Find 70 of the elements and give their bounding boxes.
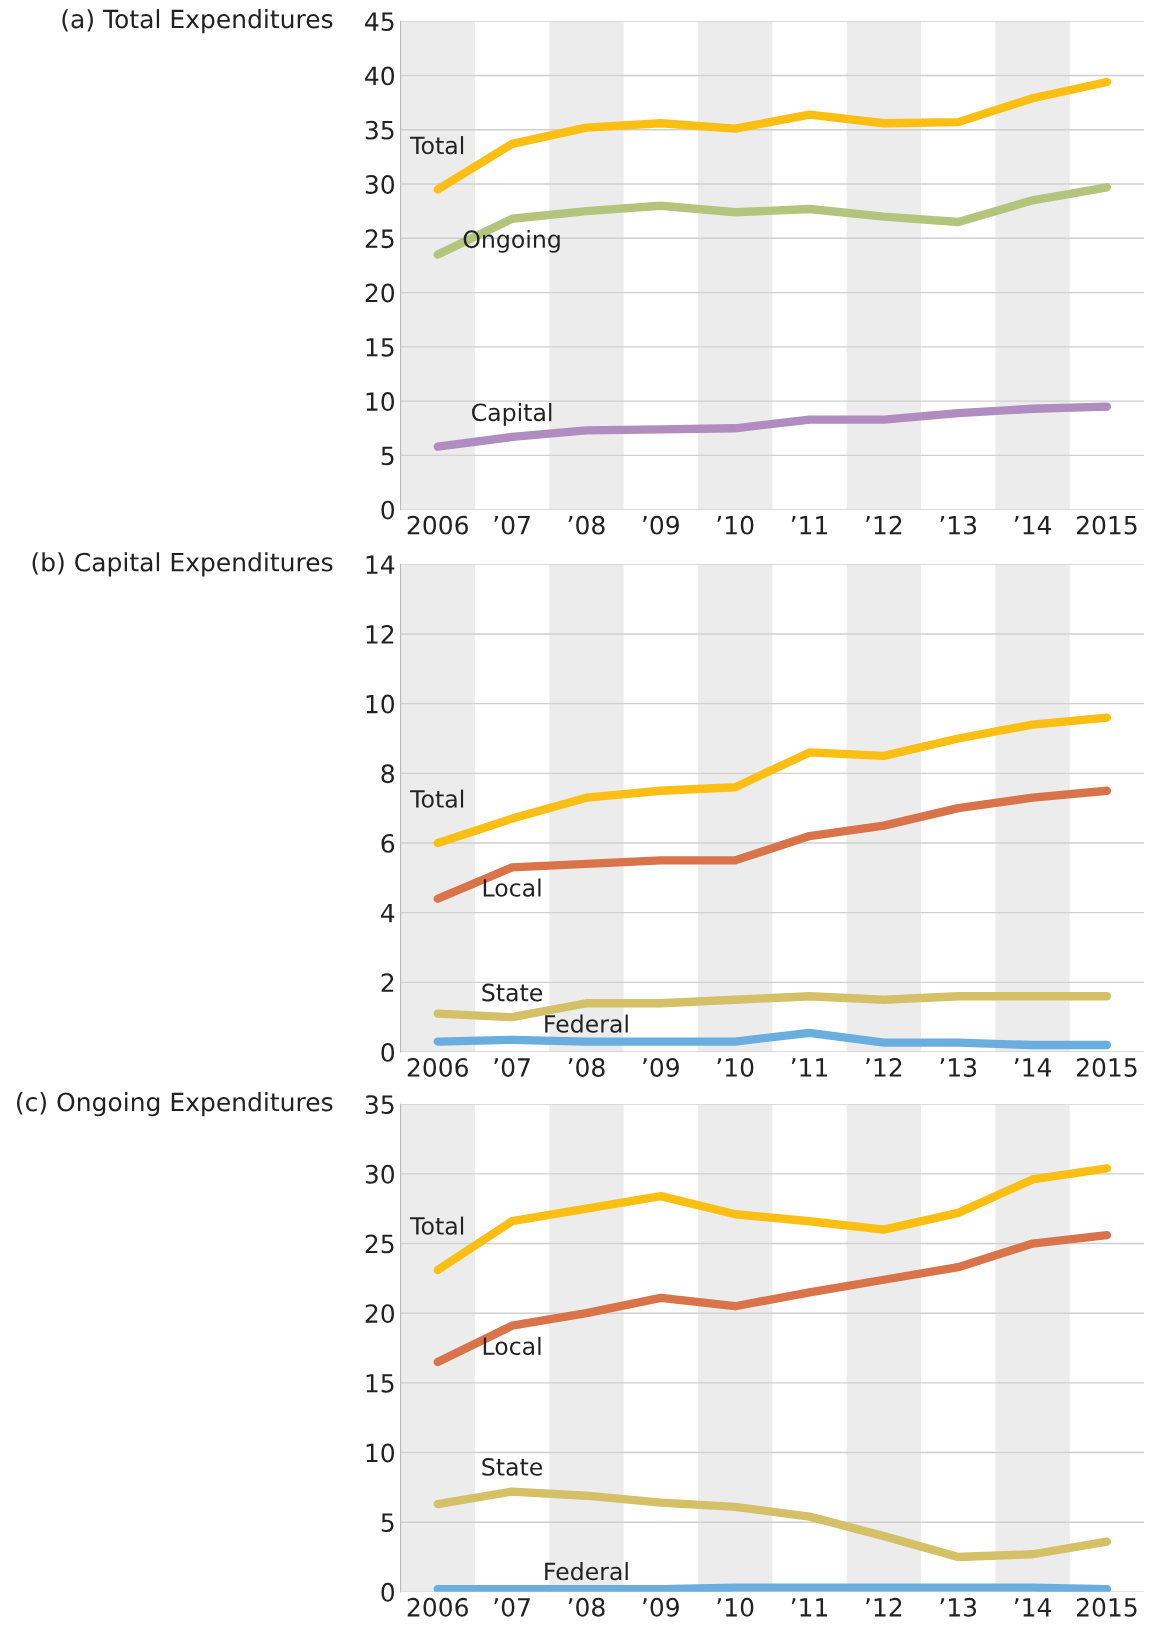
x-tick-label: ’11	[791, 1598, 828, 1617]
series-label: Capital	[472, 403, 552, 426]
series-label: Ongoing	[463, 229, 560, 253]
y-tick-label: 2	[381, 973, 394, 992]
y-tick-label: 15	[366, 1374, 394, 1393]
y-tick-label: 30	[365, 1164, 395, 1184]
y-tick-label: 15	[366, 338, 394, 357]
series-label: Total	[410, 789, 464, 808]
series-label: State	[482, 1457, 543, 1476]
x-tick-label: ’10	[717, 1597, 754, 1617]
y-tick-label: 8	[381, 764, 394, 784]
y-tick-label: 0	[381, 1582, 395, 1602]
series-label: Total	[410, 136, 464, 155]
x-tick-label: ’13	[940, 1057, 977, 1077]
x-tick-label: ’12	[866, 1597, 902, 1617]
y-tick-label: 6	[381, 833, 395, 853]
x-tick-label: ’08	[568, 1057, 605, 1077]
x-tick-label: ’11	[791, 516, 828, 535]
x-tick-label: ’10	[717, 1057, 754, 1077]
x-tick-label: ’10	[717, 515, 754, 535]
y-tick-label: 5	[381, 1513, 394, 1533]
x-tick-label: ’11	[791, 1058, 828, 1077]
x-tick-label: ’08	[568, 1597, 605, 1617]
series-label: Federal	[545, 1562, 628, 1581]
y-tick-label: 14	[366, 555, 395, 574]
x-tick-label: 2006	[407, 1597, 468, 1617]
y-tick-label: 0	[381, 500, 395, 520]
y-tick-label: 10	[366, 392, 395, 411]
series-label: Local	[483, 1336, 541, 1356]
y-tick-label: 40	[365, 66, 395, 86]
text: (a) Total Expenditures	[62, 9, 333, 34]
x-tick-label: ’12	[866, 515, 902, 535]
series-label: State	[482, 983, 543, 1002]
x-tick-label: 2006	[407, 1057, 468, 1077]
x-tick-label: ’13	[940, 515, 977, 535]
y-tick-label: 10	[366, 694, 395, 714]
y-tick-label: 4	[381, 903, 395, 923]
y-tick-label: 35	[365, 1095, 394, 1115]
series-label: Federal	[545, 1014, 628, 1033]
y-tick-label: 45	[365, 12, 394, 32]
series-label: Total	[410, 1216, 464, 1235]
x-tick-label: ’07	[494, 515, 530, 535]
x-tick-label: ’09	[643, 1597, 679, 1617]
x-tick-label: 2015	[1076, 1057, 1137, 1077]
y-tick-label: 30	[365, 174, 395, 194]
x-tick-label: 2006	[407, 515, 468, 535]
text: (c) Ongoing Expenditures	[17, 1092, 333, 1117]
x-tick-label: ’12	[866, 1057, 902, 1077]
x-tick-label: ’14	[1014, 1058, 1052, 1077]
x-tick-label: ’08	[568, 515, 605, 535]
x-tick-label: ’09	[643, 1057, 679, 1077]
y-tick-label: 20	[365, 283, 395, 303]
text: (b) Capital Expenditures	[32, 552, 333, 577]
x-tick-label: ’14	[1014, 516, 1052, 535]
y-tick-label: 12	[366, 624, 394, 644]
y-tick-label: 20	[365, 1304, 395, 1324]
x-tick-label: ’07	[494, 1057, 530, 1077]
x-tick-label: 2015	[1076, 1597, 1137, 1617]
y-tick-label: 5	[381, 446, 394, 466]
y-tick-label: 35	[365, 120, 394, 140]
y-tick-label: 25	[365, 1234, 394, 1254]
series-label: Local	[483, 878, 541, 897]
x-tick-label: 2015	[1076, 515, 1137, 535]
y-tick-label: 25	[365, 229, 394, 249]
x-tick-label: ’14	[1014, 1598, 1052, 1617]
x-tick-label: ’09	[643, 515, 679, 535]
x-tick-label: ’07	[494, 1597, 530, 1617]
y-tick-label: 0	[381, 1042, 395, 1062]
x-tick-label: ’13	[940, 1597, 977, 1617]
y-tick-label: 10	[366, 1443, 395, 1463]
